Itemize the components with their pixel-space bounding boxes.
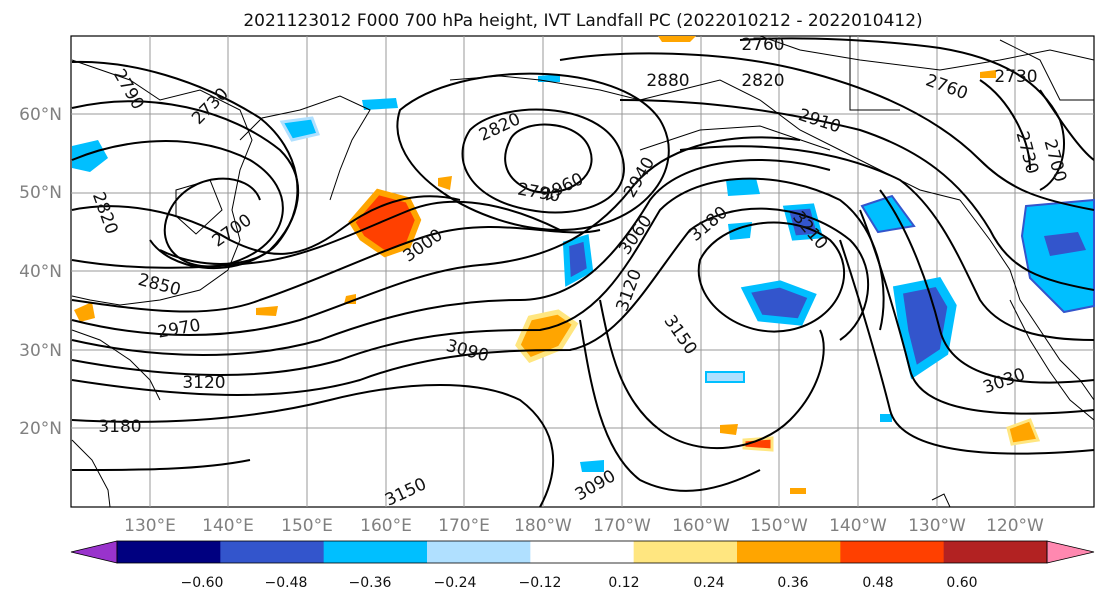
ivt-negative-small-2: [705, 371, 745, 383]
ivt-negative-coast: [892, 276, 957, 380]
ivt-positive-region-nw-pacific: [348, 188, 422, 258]
colorbar-extend-low: [70, 540, 118, 564]
colorbar-bin: [943, 541, 1048, 563]
contour-label: 2880: [646, 71, 689, 91]
height-contours: [71, 37, 1095, 508]
colorbar-bin: [117, 541, 221, 563]
colorbar: [70, 540, 1095, 564]
contour-label: 2820: [741, 71, 784, 91]
ivt-positive-arctic: [980, 70, 996, 78]
colorbar-bin: [633, 541, 738, 563]
lon-label: 130°W: [908, 516, 966, 536]
map-title: 2021123012 F000 700 hPa height, IVT Land…: [243, 11, 922, 31]
colorbar-tick-label: 0.12: [608, 575, 639, 591]
colorbar-bin: [530, 541, 635, 563]
ivt-positive-small-2: [256, 306, 278, 316]
colorbar-bin: [323, 541, 428, 563]
ivt-shading: [72, 36, 1095, 494]
lon-label: 150°E: [281, 516, 333, 536]
lon-label: 140°W: [829, 516, 887, 536]
ivt-positive-west-edge: [74, 302, 95, 322]
lon-label: 130°E: [124, 516, 176, 536]
lon-label: 170°W: [593, 516, 651, 536]
ivt-negative-small-3: [880, 414, 892, 422]
ivt-negative-small-1: [362, 98, 398, 110]
lon-label: 170°E: [438, 516, 490, 536]
ivt-negative-west: [72, 140, 108, 172]
lat-label: 50°N: [19, 183, 62, 203]
ivt-positive-top: [658, 36, 696, 42]
colorbar-tick-label: 0.60: [946, 575, 977, 591]
lat-label: 30°N: [19, 341, 62, 361]
lon-label: 140°E: [202, 516, 254, 536]
colorbar-bin: [737, 541, 841, 563]
lon-label: 180°W: [514, 516, 572, 536]
colorbar-tick-labels: −0.60 −0.48 −0.36 −0.24 −0.12 0.12 0.24 …: [181, 575, 978, 591]
longitude-labels: 130°E 140°E 150°E 160°E 170°E 180°W 170°…: [124, 516, 1044, 536]
contour-label: 3180: [98, 417, 141, 437]
ivt-positive-baja: [1006, 418, 1041, 446]
lon-label: 160°W: [672, 516, 730, 536]
colorbar-tick-label: −0.12: [519, 575, 562, 591]
ivt-positive-small-1: [438, 176, 452, 190]
colorbar-tick-label: 0.36: [777, 575, 808, 591]
lat-label: 20°N: [19, 419, 62, 439]
map-panel: 2760 2880 2820 2910 2760 2730 2790 2730 …: [70, 35, 1095, 511]
contour-label: 2730: [994, 67, 1037, 87]
ivt-positive-hawaii-2: [720, 424, 738, 435]
lon-label: 120°W: [986, 516, 1044, 536]
lat-label: 60°N: [19, 105, 62, 125]
colorbar-tick-label: −0.48: [265, 575, 308, 591]
colorbar-tick-label: −0.24: [434, 575, 477, 591]
ivt-negative-northwest-us-core: [1044, 232, 1086, 256]
ivt-negative-arctic: [538, 74, 560, 82]
ivt-negative-central: [562, 234, 594, 287]
lon-label: 160°E: [360, 516, 412, 536]
lon-label: 150°W: [750, 516, 808, 536]
colorbar-tick-label: 0.48: [862, 575, 893, 591]
lat-label: 40°N: [19, 262, 62, 282]
colorbar-bin: [840, 541, 945, 563]
colorbar-bin: [220, 541, 325, 563]
colorbar-frame: [116, 540, 1048, 564]
ivt-negative-low-north: [726, 178, 760, 196]
latitude-labels: 60°N 50°N 40°N 30°N 20°N: [19, 105, 62, 439]
ivt-negative-kamchatka: [279, 116, 321, 142]
colorbar-extend-high: [1046, 540, 1095, 564]
contour-label: 3120: [182, 373, 225, 393]
ivt-negative-south: [580, 460, 604, 472]
ivt-negative-low-south: [740, 280, 817, 326]
contour-label: 2760: [741, 35, 784, 55]
colorbar-tick-label: −0.60: [181, 575, 224, 591]
ivt-positive-small-4: [790, 488, 806, 494]
colorbar-tick-label: −0.36: [349, 575, 392, 591]
colorbar-tick-label: 0.24: [693, 575, 724, 591]
colorbar-bin: [427, 541, 531, 563]
ivt-negative-northwest-us: [1020, 198, 1095, 314]
